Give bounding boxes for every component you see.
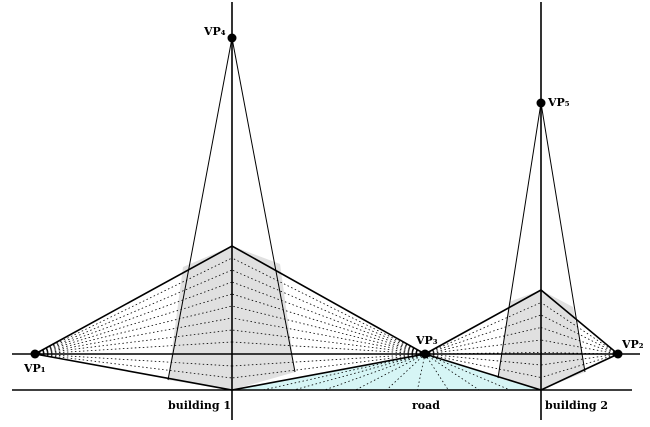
vp-dot xyxy=(420,349,430,359)
dotted-line xyxy=(424,353,449,391)
dotted-line xyxy=(34,257,233,355)
dotted-line xyxy=(231,269,426,355)
dotted-line xyxy=(424,353,511,391)
dotted-line xyxy=(424,302,542,355)
vp-label: VP₂ xyxy=(621,338,644,351)
region-label: road xyxy=(412,399,440,412)
dotted-line xyxy=(540,353,619,366)
dotted-line xyxy=(231,329,426,355)
dotted-line xyxy=(355,353,426,391)
dotted-line xyxy=(293,353,426,391)
vp-dot xyxy=(227,33,237,43)
dotted-line xyxy=(231,353,426,379)
vp-dot xyxy=(536,98,546,108)
dotted-line xyxy=(324,353,426,391)
dotted-line xyxy=(540,302,619,355)
dotted-line xyxy=(34,305,233,355)
dotted-line xyxy=(34,341,233,355)
vp-dot xyxy=(30,349,40,359)
region-label: building 1 xyxy=(168,399,231,412)
vp-dot xyxy=(613,349,623,359)
region-label: building 2 xyxy=(545,399,608,412)
dotted-line xyxy=(424,339,542,355)
dotted-line xyxy=(231,341,426,355)
dotted-line xyxy=(34,353,233,367)
dotted-line xyxy=(34,281,233,355)
dotted-line xyxy=(386,353,426,391)
dotted-line xyxy=(540,339,619,355)
dotted-line xyxy=(231,293,426,355)
vp-label: VP₄ xyxy=(203,25,226,38)
road-area xyxy=(232,354,541,390)
dotted-line xyxy=(424,353,542,366)
dotted-line xyxy=(231,317,426,355)
vp-label: VP₅ xyxy=(547,96,570,109)
dotted-line xyxy=(231,305,426,355)
vp-label: VP₁ xyxy=(23,362,46,375)
dotted-line xyxy=(34,353,233,379)
dotted-line xyxy=(34,317,233,355)
dotted-line xyxy=(424,352,542,355)
dotted-line xyxy=(424,353,480,391)
dotted-line xyxy=(424,314,542,355)
dotted-line xyxy=(540,353,619,378)
dotted-line xyxy=(231,353,426,367)
vp-label: VP₃ xyxy=(415,334,438,347)
dotted-line xyxy=(34,329,233,355)
